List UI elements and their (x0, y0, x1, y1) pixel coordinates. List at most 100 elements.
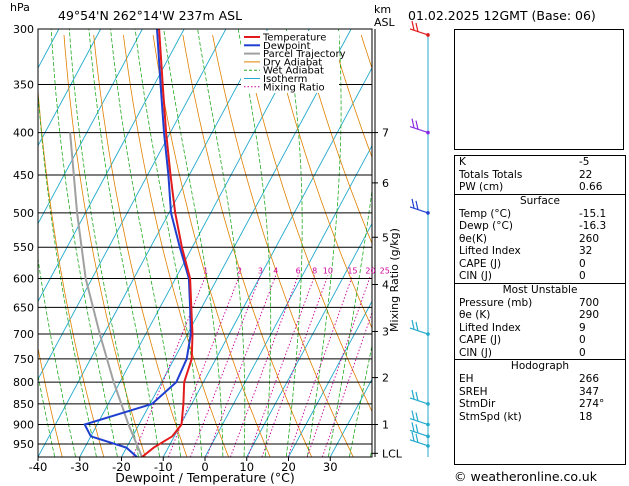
row-label: Lifted Index (459, 245, 521, 257)
mixing-ratio-line (190, 275, 261, 457)
table-row: Dewp (°C) -16.3 (455, 220, 625, 233)
table-row: CIN (J) 0 (455, 270, 625, 283)
pressure-label: 600 (13, 273, 34, 286)
table-row: θe(K) 260 (455, 233, 625, 246)
wind-barb-flag (415, 433, 419, 443)
wind-barb-dot (426, 434, 430, 439)
row-label: θe(K) (459, 232, 487, 245)
x-tick-label: -10 (154, 460, 173, 474)
hodograph-frame (454, 29, 624, 150)
wind-barb-flag (415, 22, 419, 33)
wind-barb-flag (411, 319, 415, 330)
table-row: CAPE (J) 0 (455, 334, 625, 347)
mixing-ratio-label: 20 (365, 267, 375, 276)
wind-barb-dot (426, 211, 430, 215)
isotherm-line (79, 29, 310, 457)
wind-barb-flag (415, 391, 419, 402)
mixing-ratio-line (321, 311, 372, 457)
surface-title: Surface (519, 194, 560, 207)
table-row: StmSpd (kt) 18 (455, 411, 625, 424)
row-value: 9 (579, 321, 586, 334)
mixing-ratio-label: 4 (273, 267, 278, 276)
x-tick-label: -20 (112, 460, 131, 474)
legend-entry: Dry Adiabat (263, 57, 322, 68)
legend-entry: Temperature (262, 33, 326, 44)
wind-barb (409, 417, 429, 426)
row-value: 0.66 (579, 181, 603, 193)
wind-barb-dot (426, 444, 430, 448)
pressure-label: 800 (13, 376, 34, 389)
wind-barb-dot (426, 332, 430, 336)
pressure-label: 900 (13, 419, 34, 432)
row-value: -15.1 (579, 207, 607, 220)
wet-adiabat-line (197, 29, 246, 457)
wind-barb-flag (415, 120, 419, 130)
axis-ticks: -40 -30 -20 -10 0 10 20 30 (29, 457, 338, 474)
mixing-ratio-label: 1 (203, 267, 208, 276)
dry-adiabat-line (152, 34, 271, 457)
chart-datetime: 01.02.2025 12GMT (Base: 06) (408, 8, 596, 23)
table-row: Pressure (mb) 700 (455, 297, 625, 310)
table-row: SREH 347 (455, 386, 625, 399)
legend-entry: Parcel Trajectory (263, 49, 346, 60)
row-value: -5 (579, 156, 590, 168)
wind-barb (409, 397, 429, 405)
pressure-label: 400 (13, 127, 34, 140)
footer-credit: © weatheronline.co.uk (454, 469, 597, 484)
mixing-ratio-line (306, 275, 371, 457)
row-label: Lifted Index (459, 321, 521, 334)
legend-entry: Wet Adiabat (263, 66, 324, 77)
pressure-label: 350 (13, 78, 34, 91)
pressure-label: 450 (13, 169, 34, 182)
table-row: EH 266 (455, 373, 625, 386)
dry-adiabat-line (93, 34, 188, 457)
km-tick-label: 6 (382, 177, 389, 190)
pressure-label: 300 (13, 23, 34, 36)
row-value: 290 (579, 309, 600, 321)
x-tick-label: 10 (239, 460, 254, 474)
wind-barb (409, 429, 429, 437)
table-row: Totals Totals 22 (455, 169, 625, 182)
row-label: CIN (J) (459, 346, 492, 359)
pressure-label: 850 (13, 398, 34, 411)
row-label: StmSpd (kt) (459, 410, 522, 423)
wet-adiabat-line (237, 29, 272, 457)
row-value: 0 (579, 270, 586, 282)
row-label: CAPE (J) (459, 257, 502, 270)
row-value: 274° (579, 398, 605, 410)
x-tick-label: -40 (29, 460, 48, 474)
dry-adiabat-line (123, 34, 229, 457)
dry-adiabat-line (63, 34, 146, 457)
row-value: 260 (579, 232, 600, 245)
table-row: K -5 (455, 156, 625, 169)
mixing-ratio-line (132, 275, 207, 457)
wind-barb-flag (415, 424, 419, 434)
dry-adiabat-line (212, 34, 354, 457)
wind-barb-flag (415, 412, 419, 422)
axis-right-unit-asl: ASL (374, 16, 396, 29)
x-tick-label: 0 (201, 460, 208, 474)
wet-adiabat-line (348, 343, 372, 457)
row-label: StmDir (459, 398, 496, 410)
km-tick-label: LCL (382, 447, 403, 460)
isotherm-line (162, 66, 372, 457)
wet-adiabat-line (110, 29, 182, 457)
row-label: K (459, 156, 466, 168)
isobars: 300 350 400 450 500 550 600 650 700 750 800 850 900 9… (13, 23, 372, 451)
row-label: SREH (459, 385, 488, 398)
hodograph-table-title: Hodograph (510, 360, 570, 372)
mixing-ratio-label: 6 (296, 267, 301, 276)
table-row: Lifted Index 9 (455, 322, 625, 335)
mixing-ratio-label: 10 (323, 267, 333, 276)
wet-adiabat-line (306, 29, 342, 457)
isotherm-line (121, 29, 352, 457)
isotherm-line (38, 29, 102, 147)
row-value: 22 (579, 168, 593, 181)
indices-block: K -5 Totals Totals 22 PW (cm) 0.66 (455, 156, 625, 194)
wind-barb-flag (411, 389, 415, 400)
indices-table: K -5 Totals Totals 22 PW (cm) 0.66 Surface Te… (454, 155, 626, 465)
isotherm-line (204, 144, 372, 457)
table-row: CIN (J) 0 (455, 347, 625, 360)
wind-barb-flag (411, 118, 415, 128)
